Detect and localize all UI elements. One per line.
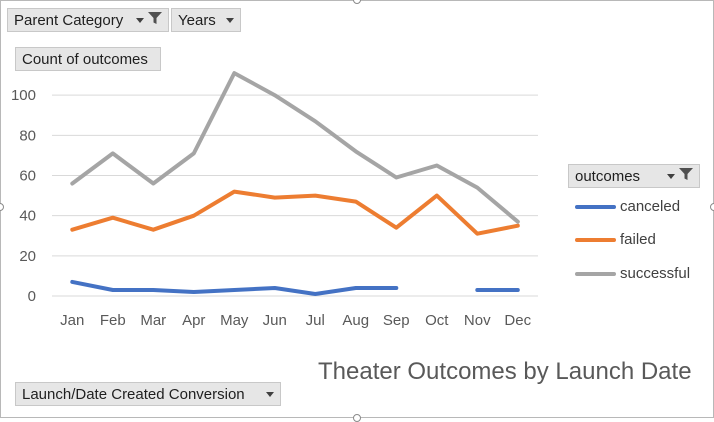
x-tick-label: Jun <box>263 312 287 329</box>
value-field-label: Count of outcomes <box>22 50 148 68</box>
x-tick-label: Feb <box>100 312 126 329</box>
x-tick-label: Sep <box>383 312 410 329</box>
x-tick-label: May <box>220 312 249 329</box>
y-tick-label: 100 <box>11 87 36 104</box>
legend-swatch-failed <box>575 237 616 242</box>
parent-category-filter-button[interactable]: Parent Category <box>7 8 169 32</box>
axis-field-button[interactable]: Launch/Date Created Conversion <box>15 382 281 406</box>
y-tick-label: 20 <box>19 248 36 265</box>
x-tick-label: Oct <box>425 312 449 329</box>
legend-swatch-successful <box>575 271 616 276</box>
x-tick-label: Mar <box>140 312 166 329</box>
years-label: Years <box>178 11 216 29</box>
legend-item-failed: failed <box>575 231 656 248</box>
dropdown-arrow-icon <box>226 17 234 23</box>
x-tick-label: Dec <box>504 312 531 329</box>
resize-handle-right[interactable] <box>710 203 714 211</box>
legend-swatch-canceled <box>575 204 616 209</box>
series-line-failed <box>70 189 520 236</box>
legend-field-button[interactable]: outcomes <box>568 164 700 188</box>
dropdown-arrow-icon <box>667 173 675 179</box>
chart-title: Theater Outcomes by Launch Date <box>318 358 692 385</box>
series-line-canceled <box>70 279 520 296</box>
legend-label-canceled: canceled <box>620 198 681 215</box>
legend-label-successful: successful <box>620 265 691 282</box>
dropdown-arrow-icon <box>266 391 274 397</box>
filter-icon <box>148 11 162 29</box>
legend-field-label: outcomes <box>575 167 641 185</box>
value-field-button[interactable]: Count of outcomes <box>15 47 161 71</box>
years-filter-button[interactable]: Years <box>171 8 241 32</box>
parent-category-label: Parent Category <box>14 11 124 29</box>
filter-icon <box>679 167 693 185</box>
legend-item-canceled: canceled <box>575 198 680 215</box>
dropdown-arrow-icon <box>136 17 144 23</box>
x-tick-label: Jan <box>60 312 84 329</box>
y-tick-label: 60 <box>19 168 36 185</box>
y-tick-label: 40 <box>19 208 36 225</box>
y-tick-label: 0 <box>28 288 36 305</box>
series-line-successful <box>70 71 520 224</box>
axis-field-label: Launch/Date Created Conversion <box>22 385 245 403</box>
x-tick-label: Aug <box>342 312 369 329</box>
legend-item-successful: successful <box>575 265 690 282</box>
y-tick-label: 80 <box>19 127 36 144</box>
legend-label-failed: failed <box>620 231 656 248</box>
x-tick-label: Nov <box>464 312 491 329</box>
x-tick-label: Apr <box>182 312 205 329</box>
x-tick-label: Jul <box>306 312 325 329</box>
